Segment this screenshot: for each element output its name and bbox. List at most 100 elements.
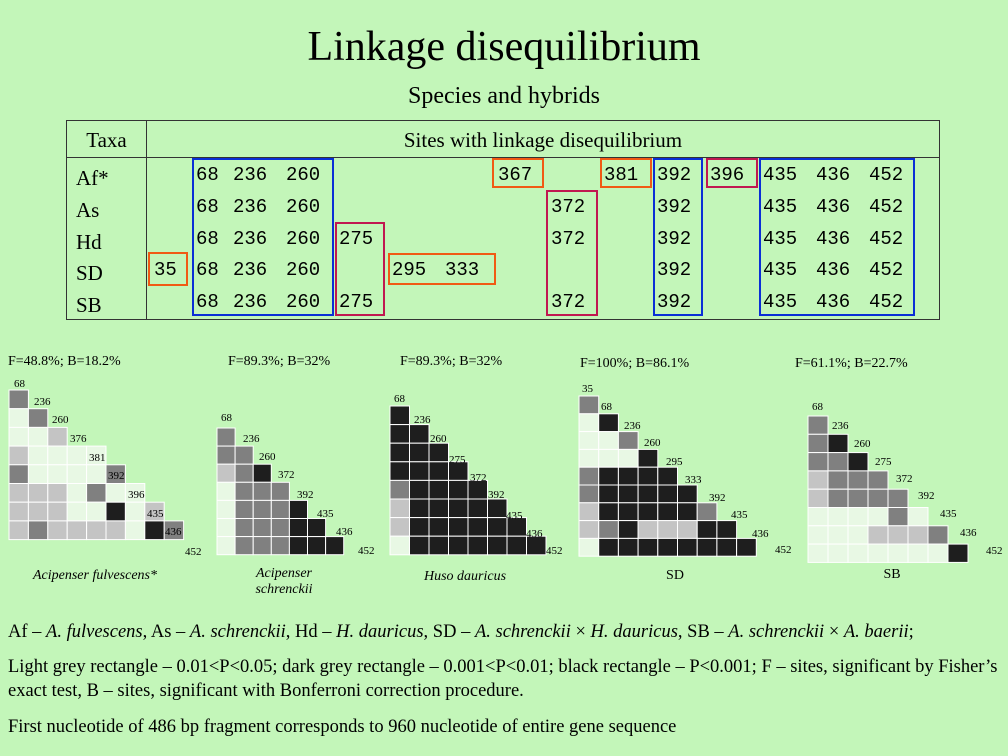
matrix-stats: F=61.1%; B=22.7% xyxy=(795,356,908,371)
matrix-site-label: 68 xyxy=(394,393,405,405)
abbreviation-text: × xyxy=(824,622,844,642)
matrix-site-label: 236 xyxy=(34,396,51,408)
site-number: 436 xyxy=(816,196,851,218)
matrix-site-label: 236 xyxy=(624,420,641,432)
site-number: 260 xyxy=(286,291,321,313)
site-number: 392 xyxy=(657,259,692,281)
site-number: 236 xyxy=(233,228,268,250)
matrix-site-label: 392 xyxy=(297,489,314,501)
box-site-396 xyxy=(706,158,758,188)
table-header-divider xyxy=(67,157,939,158)
matrix-site-label: 372 xyxy=(470,472,487,484)
matrix-site-label: 333 xyxy=(685,474,702,486)
sites-table: Taxa Sites with linkage disequilibrium xyxy=(66,120,940,320)
matrix-site-label: 436 xyxy=(165,526,182,538)
ld-cell xyxy=(163,520,185,541)
matrix-site-label: 260 xyxy=(259,451,276,463)
site-number: 260 xyxy=(286,228,321,250)
footnote-legend: Light grey rectangle – 0.01<P<0.05; dark… xyxy=(8,657,998,701)
matrix-site-label: 260 xyxy=(644,437,661,449)
ld-cell xyxy=(867,507,889,527)
site-number: 392 xyxy=(657,164,692,186)
ld-cell xyxy=(807,507,829,527)
box-site-367 xyxy=(492,158,544,188)
matrix-site-label: 435 xyxy=(940,508,957,520)
ld-cell xyxy=(927,543,949,563)
ld-cell xyxy=(847,507,869,527)
site-number: 68 xyxy=(196,259,219,281)
site-number: 452 xyxy=(869,259,904,281)
site-number: 396 xyxy=(710,164,745,186)
abbreviation-text: , As – xyxy=(142,622,190,642)
taxon-label: Af* xyxy=(76,166,109,190)
site-number: 68 xyxy=(196,164,219,186)
box-conserved-68-260 xyxy=(192,158,334,316)
page-title: Linkage disequilibrium xyxy=(307,24,701,70)
ld-cell xyxy=(887,507,909,527)
site-number: 452 xyxy=(869,228,904,250)
matrix-stats: F=48.8%; B=18.2% xyxy=(8,354,121,369)
matrix-species-label: Huso dauricus xyxy=(423,569,507,584)
site-number: 392 xyxy=(657,196,692,218)
matrix-stats: F=89.3%; B=32% xyxy=(400,354,503,369)
matrix-site-label: 68 xyxy=(601,401,612,413)
species-name: H. dauricus xyxy=(590,622,678,642)
species-name: H. dauricus xyxy=(336,622,424,642)
ld-cell xyxy=(827,488,849,509)
matrix-site-label: 436 xyxy=(752,528,769,540)
ld-cell xyxy=(867,525,889,545)
site-number: 35 xyxy=(154,259,177,281)
matrix-site-label: 452 xyxy=(358,545,375,557)
ld-cell xyxy=(907,525,929,545)
site-number: 236 xyxy=(233,291,268,313)
site-number: 275 xyxy=(339,228,374,250)
matrix-site-label: 436 xyxy=(336,526,353,538)
box-site-275 xyxy=(335,222,385,316)
site-number: 435 xyxy=(763,164,798,186)
matrix-site-label: 396 xyxy=(128,489,145,501)
ld-cell xyxy=(947,543,969,563)
box-site-381 xyxy=(600,158,652,188)
matrix-site-label: 452 xyxy=(546,545,563,557)
box-sites-295-333 xyxy=(388,253,496,285)
ld-cell xyxy=(847,470,869,490)
site-number: 372 xyxy=(551,228,586,250)
site-number: 436 xyxy=(816,259,851,281)
abbreviation-text: ; xyxy=(908,622,914,642)
ld-cell xyxy=(807,415,829,435)
ld-cell xyxy=(887,525,909,545)
matrix-species-label: SD xyxy=(666,568,684,583)
ld-cell xyxy=(807,543,829,563)
matrix-site-label: 381 xyxy=(89,452,106,464)
matrix-site-label: 452 xyxy=(986,545,1003,557)
site-number: 236 xyxy=(233,196,268,218)
ld-cell xyxy=(807,433,829,454)
matrix-site-label: 236 xyxy=(414,414,431,426)
ld-cell xyxy=(847,525,869,545)
matrix-site-label: 435 xyxy=(731,509,748,521)
taxon-label: As xyxy=(76,198,100,222)
ld-cell xyxy=(736,537,757,557)
box-sites-435-452 xyxy=(759,158,915,316)
abbreviation-text: × xyxy=(570,622,591,642)
abbreviation-text: , SB – xyxy=(677,622,729,642)
matrix-site-label: 275 xyxy=(875,456,892,468)
ld-cell xyxy=(827,452,849,472)
site-number: 367 xyxy=(498,164,533,186)
matrix-site-label: 68 xyxy=(221,412,232,424)
site-number: 436 xyxy=(816,228,851,250)
matrix-site-label: 452 xyxy=(775,544,792,556)
ld-cell xyxy=(807,488,829,509)
footnote-fragment: First nucleotide of 486 bp fragment corr… xyxy=(8,717,677,737)
ld-cell xyxy=(907,543,929,563)
matrix-site-label: 435 xyxy=(317,508,334,520)
taxa-header: Taxa xyxy=(86,128,127,152)
matrix-site-label: 372 xyxy=(278,469,295,481)
sites-header: Sites with linkage disequilibrium xyxy=(403,128,683,152)
matrix-site-label: 436 xyxy=(960,527,977,539)
site-number: 275 xyxy=(339,291,374,313)
matrix-site-label: 392 xyxy=(918,490,935,502)
matrix-site-label: 260 xyxy=(854,438,871,450)
